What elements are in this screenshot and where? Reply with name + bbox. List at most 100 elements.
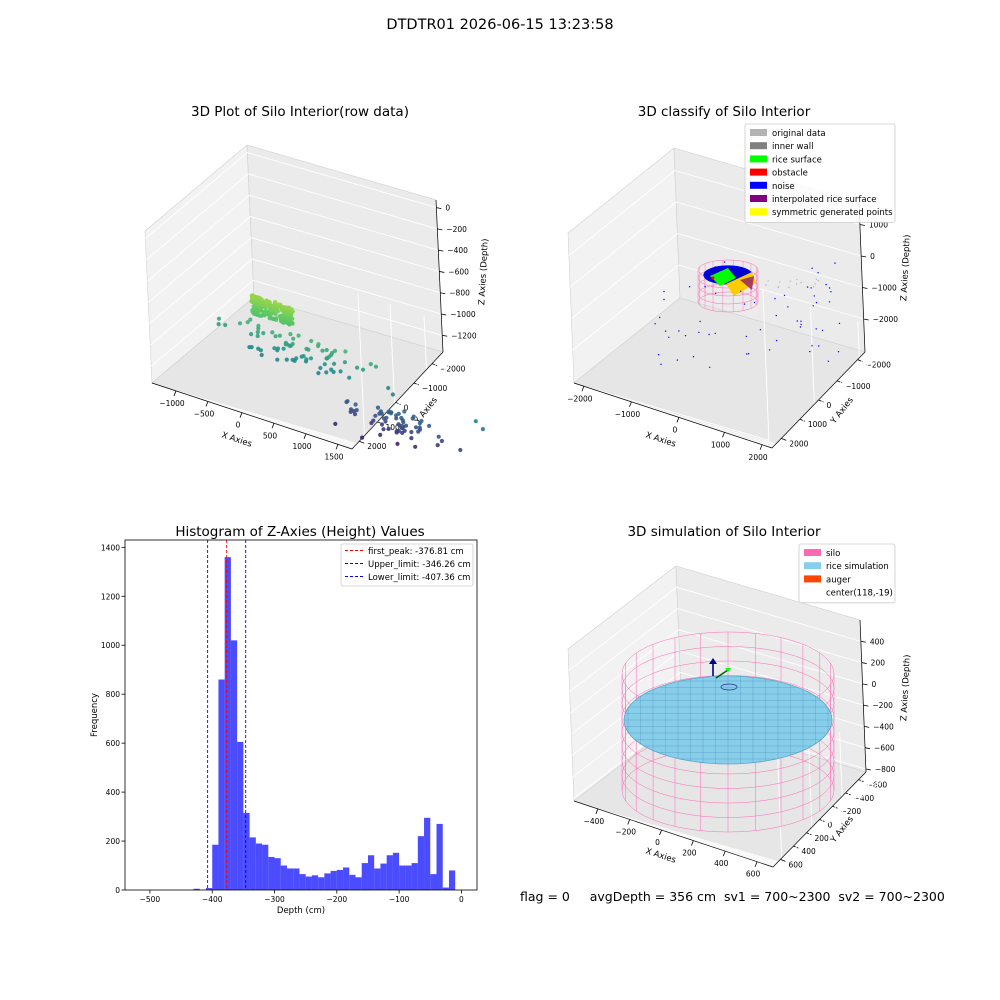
cls-noise-point	[830, 291, 832, 293]
sim-gridline-z	[570, 629, 863, 714]
cls-noise-point	[753, 301, 756, 304]
cls-noise-point	[806, 286, 809, 288]
sim-tick-x	[595, 808, 599, 815]
raw-point	[273, 334, 278, 339]
cls-gridline-z	[569, 201, 862, 288]
status-line: flag = 0 avgDepth = 356 cm sv1 = 700~230…	[520, 889, 945, 904]
cls-tick-label-y: −2000	[866, 361, 892, 370]
raw-point	[384, 415, 389, 420]
sim-gridline-x	[629, 721, 815, 875]
cls-tick-y	[818, 399, 824, 403]
histogram-tick-label-y: 1200	[101, 592, 120, 601]
raw-point	[291, 336, 296, 341]
cls-tick-z	[859, 224, 865, 226]
raw-gridline-z	[149, 237, 441, 325]
cls-tick-x	[581, 386, 585, 392]
histogram-bar	[193, 888, 200, 890]
sim-tick-label-x: −200	[615, 827, 636, 836]
raw-point	[417, 425, 422, 430]
cls-gridline-z	[572, 264, 864, 351]
histogram-frame	[124, 539, 478, 891]
raw-point	[381, 427, 386, 432]
cls-gridline-y	[836, 145, 944, 382]
sim-gridline-x	[756, 763, 942, 917]
cls-gridline-y	[799, 184, 907, 420]
raw-tick-label-y: 2000	[367, 442, 386, 451]
raw-tick-z	[440, 292, 446, 295]
cls-original-point	[779, 281, 781, 283]
raw-point	[373, 364, 379, 369]
raw-gridline-y	[431, 305, 500, 364]
raw-tick-z	[442, 334, 448, 337]
sim-tick-z	[861, 662, 867, 664]
sim-tick-label-y: −200	[841, 807, 862, 816]
chart-title-raw: 3D Plot of Silo Interior(row data)	[191, 104, 409, 120]
raw-point	[355, 365, 360, 370]
raw-tick-label-z: −400	[447, 246, 468, 255]
histogram-bar	[311, 875, 319, 890]
sim-tick-label-z: 400	[870, 637, 885, 646]
raw-point	[439, 438, 444, 444]
cls-noise-point	[800, 323, 802, 326]
raw-point	[320, 348, 325, 353]
sim-tick-label-z: 200	[871, 659, 886, 668]
cls-rice-surface	[710, 268, 736, 286]
cls-gridline-z	[571, 233, 863, 319]
raw-tick-y	[413, 382, 420, 386]
histogram-bar	[286, 868, 294, 890]
cls-gridline-y	[781, 203, 888, 439]
raw-point	[255, 330, 260, 335]
raw-gridline-x	[337, 443, 500, 493]
cls-obstacle	[711, 276, 715, 280]
raw-tick-z	[436, 207, 442, 209]
cls-noise-point	[825, 283, 827, 286]
raw-point	[480, 427, 485, 432]
raw-gridline-y	[377, 183, 480, 423]
cls-legend-swatch	[750, 155, 767, 163]
histogram-bar	[268, 856, 275, 890]
raw-tick-label-z: −800	[449, 289, 470, 298]
cls-noise-point	[837, 351, 840, 353]
cls-legend-label: obstacle	[772, 169, 808, 179]
raw-point	[322, 362, 327, 367]
cls-tick-y	[799, 418, 806, 422]
cls-noise-point	[684, 335, 687, 337]
cls-original-point	[796, 278, 798, 281]
histogram-tick-label-y: 600	[106, 739, 121, 748]
cls-noise-point	[660, 363, 662, 365]
cls-noise-point	[813, 295, 815, 297]
sim-tick-z	[864, 747, 871, 750]
raw-tick-label-z: −200	[446, 225, 467, 234]
cls-tick-x	[759, 444, 763, 450]
histogram-bar	[262, 844, 269, 890]
raw-point	[255, 333, 260, 339]
histogram-bar	[442, 887, 449, 890]
histogram-bar	[417, 836, 425, 890]
raw-tick-label-x: 0	[236, 421, 241, 430]
cls-noise-point	[663, 298, 665, 301]
raw-point	[304, 346, 309, 351]
raw-ylabel: Y Axies	[412, 395, 440, 427]
histogram-bar	[436, 823, 443, 890]
histogram-bar	[411, 863, 418, 890]
raw-point	[324, 347, 329, 353]
sim-gridline-y	[780, 624, 889, 860]
raw-point	[284, 357, 289, 362]
cls-noise-point	[800, 320, 802, 322]
raw-point	[259, 352, 264, 358]
cls-original-point	[767, 280, 769, 282]
histogram-bar	[274, 858, 281, 890]
cls-original-point	[777, 286, 780, 289]
raw-point	[347, 375, 352, 380]
raw-tick-z	[439, 271, 445, 273]
raw-point	[413, 444, 418, 449]
cls-noise-point	[676, 359, 679, 361]
histogram-tick-label-x: −300	[264, 895, 285, 904]
sim-tick-z	[863, 704, 869, 707]
raw-tick-label-y: 0	[404, 403, 409, 412]
raw-axis-x	[151, 382, 353, 450]
raw-point	[261, 331, 266, 336]
histogram-bar	[243, 812, 250, 890]
sim-tick-label-z: −400	[873, 722, 894, 731]
cls-tick-label-x: −2000	[567, 394, 593, 403]
